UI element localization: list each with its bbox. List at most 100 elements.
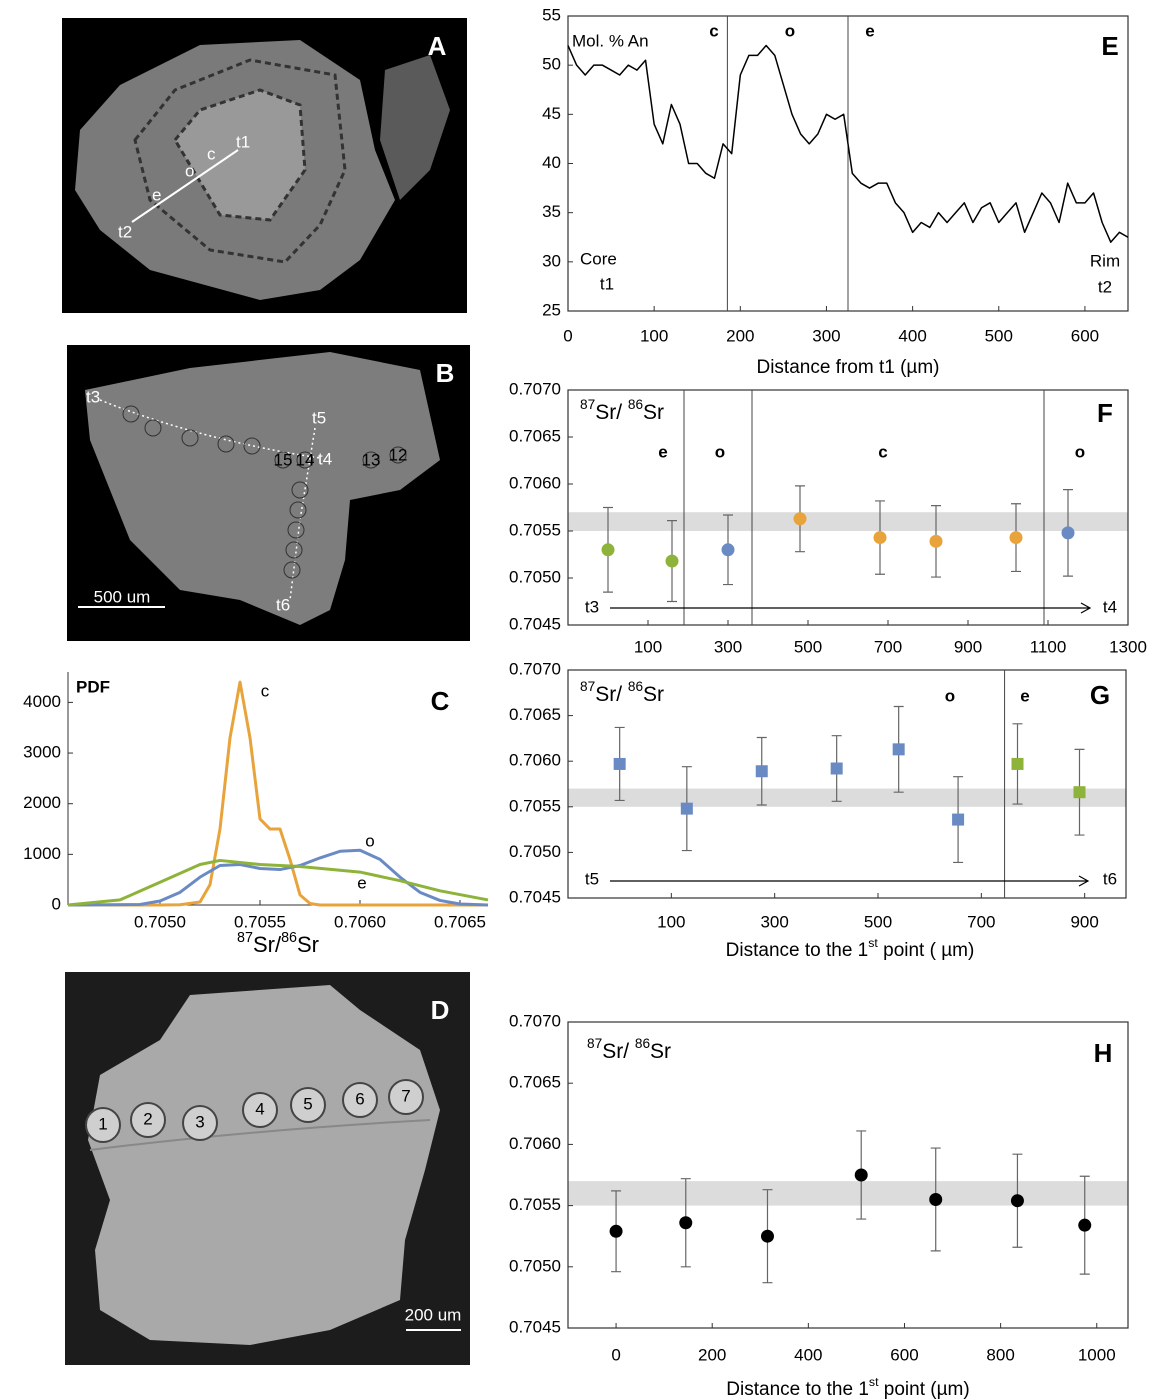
data-point xyxy=(679,1216,693,1230)
data-point xyxy=(1061,526,1075,540)
axis-label: Distance to the 1st point ( µm) xyxy=(726,936,975,961)
x-tick-label: 1300 xyxy=(1109,637,1147,656)
axis-label-part: Sr/ xyxy=(253,932,282,957)
y-tick-label: 45 xyxy=(542,104,561,123)
data-point xyxy=(952,813,965,826)
spot-number: 15 xyxy=(274,450,293,469)
data-point xyxy=(793,512,807,526)
y-tick-label: 55 xyxy=(542,5,561,24)
scale-label: 500 um xyxy=(94,587,151,606)
y-tick-label: 0.7060 xyxy=(509,751,561,770)
axis-label-part: 86 xyxy=(281,930,297,946)
x-tick-label: 1100 xyxy=(1030,637,1067,656)
data-point xyxy=(721,543,735,557)
x-tick-label: 400 xyxy=(794,1345,822,1364)
panel-label: B xyxy=(436,358,455,388)
axis-label-part: point (µm) xyxy=(879,1379,970,1400)
series-label: o xyxy=(365,831,374,850)
y-tick-label: 0.7050 xyxy=(509,1256,561,1275)
image-label: o xyxy=(185,161,194,180)
data-point xyxy=(1073,786,1086,799)
data-point xyxy=(929,1192,943,1206)
axis-label-part: Sr/ xyxy=(595,401,628,424)
panel-label: A xyxy=(428,31,447,61)
y-tick-label: 0.7050 xyxy=(509,842,561,861)
x-tick-label: 0 xyxy=(611,1345,620,1364)
axis-label-part: st xyxy=(868,936,878,950)
y-tick-label: 0.7045 xyxy=(509,1317,561,1336)
axis-label-part: 87 xyxy=(237,930,253,946)
zone-outline xyxy=(173,88,307,222)
axis-label-part: st xyxy=(869,1375,879,1389)
x-tick-label: 500 xyxy=(864,912,892,931)
x-tick-label: 0.7055 xyxy=(234,912,286,931)
annotation: Rim xyxy=(1090,251,1120,270)
crystal xyxy=(85,352,440,625)
y-tick-label: 4000 xyxy=(23,692,61,711)
image-label: c xyxy=(207,144,216,163)
x-tick-label: 300 xyxy=(812,326,840,345)
panel-label: D xyxy=(431,995,450,1025)
x-tick-label: 600 xyxy=(1071,326,1099,345)
data-point xyxy=(1011,757,1024,770)
direction-arrow xyxy=(610,602,1092,614)
data-point xyxy=(854,1168,868,1182)
data-line xyxy=(67,858,489,907)
x-tick-label: 700 xyxy=(874,637,902,656)
panel-label: H xyxy=(1094,1038,1113,1068)
series-label: e xyxy=(357,873,366,892)
data-point xyxy=(760,1229,774,1243)
data-point xyxy=(613,757,626,770)
x-tick-label: 0.7065 xyxy=(434,912,486,931)
spot-number: 14 xyxy=(296,450,315,469)
axis-label: 87Sr/86Sr xyxy=(237,930,319,957)
y-tick-label: 0.7055 xyxy=(509,1195,561,1214)
y-tick-label: 0.7070 xyxy=(509,659,561,678)
x-tick-label: 500 xyxy=(794,637,822,656)
data-point xyxy=(929,534,943,548)
transect xyxy=(99,399,321,601)
x-tick-label: 200 xyxy=(698,1345,726,1364)
y-tick-label: 0.7055 xyxy=(509,520,561,539)
x-tick-label: 400 xyxy=(898,326,926,345)
annotation: t3 xyxy=(585,597,599,616)
spot-number: 1 xyxy=(98,1114,107,1133)
annotation: e xyxy=(865,21,874,40)
spot-number: 12 xyxy=(389,445,408,464)
x-tick-label: 700 xyxy=(967,912,995,931)
y-tick-label: 0.7065 xyxy=(509,426,561,445)
y-tick-label: 0.7065 xyxy=(509,705,561,724)
plot-frame xyxy=(567,1021,1129,1329)
reference-band xyxy=(568,788,1126,807)
data-line xyxy=(67,848,489,907)
data-point xyxy=(1009,531,1023,545)
data-point xyxy=(1010,1194,1024,1208)
data-point xyxy=(601,543,615,557)
spot-number: 7 xyxy=(401,1086,410,1105)
plot-frame xyxy=(567,669,1127,899)
panel-label: C xyxy=(431,686,450,716)
y-tick-label: 0.7065 xyxy=(509,1073,561,1092)
image-label: t6 xyxy=(276,595,290,614)
spot-number: 5 xyxy=(303,1094,312,1113)
panel-label: F xyxy=(1097,398,1113,428)
y-tick-label: 35 xyxy=(542,202,561,221)
y-tick-label: 0.7070 xyxy=(509,379,561,398)
annotation: t1 xyxy=(600,274,614,293)
zone-boundary xyxy=(89,1119,431,1151)
crystal xyxy=(88,985,440,1345)
annotation: Core xyxy=(580,249,617,268)
axis-label-part: Sr xyxy=(643,683,664,706)
image-label: t4 xyxy=(318,449,332,468)
axis-label: 87Sr/ 86Sr xyxy=(587,1036,671,1062)
data-point xyxy=(665,554,679,568)
spot-number: 3 xyxy=(195,1112,204,1131)
spots xyxy=(85,1079,424,1143)
series-label: c xyxy=(878,442,887,461)
y-tick-label: 0.7060 xyxy=(509,1134,561,1153)
axis-label-part: Sr xyxy=(650,1040,671,1063)
axis-label-part: 87 xyxy=(587,1036,602,1051)
plot-frame xyxy=(567,389,1129,626)
series-label: o xyxy=(945,686,955,705)
y-tick-label: 0 xyxy=(52,894,61,913)
